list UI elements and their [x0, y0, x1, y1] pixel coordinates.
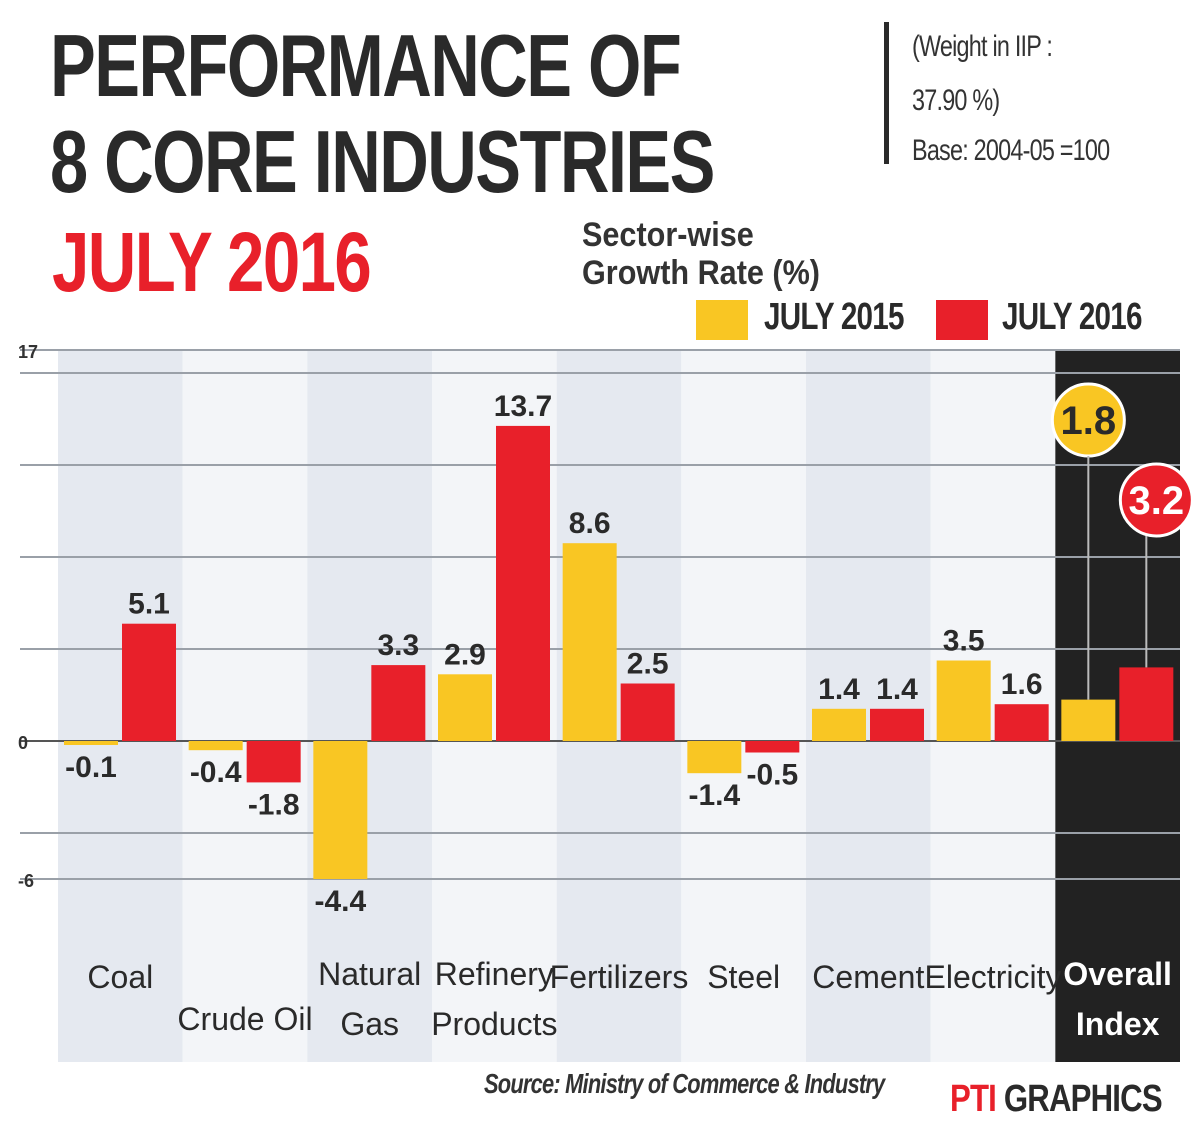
- data-label: 8.6: [569, 507, 611, 540]
- category-label: Gas: [340, 1006, 399, 1042]
- category-panel: [182, 350, 308, 1062]
- data-label: 5.1: [128, 588, 170, 621]
- category-label: Products: [431, 1006, 557, 1042]
- bar-july-2015: [1061, 699, 1116, 741]
- data-label: -4.4: [314, 885, 366, 918]
- unit-label-line2: Growth Rate (%): [582, 254, 821, 292]
- bar-july-2015: [313, 741, 368, 879]
- data-label: -0.5: [746, 759, 798, 792]
- data-label: 3.5: [943, 625, 985, 658]
- category-label: Refinery: [435, 956, 554, 992]
- category-label: Cement: [812, 959, 924, 995]
- bar-july-2016: [745, 741, 800, 753]
- legend-label-july-2016: JULY 2016: [1002, 296, 1142, 338]
- category-panel: [806, 350, 931, 1062]
- category-label: Coal: [87, 959, 153, 995]
- category-label: Fertilizers: [550, 959, 689, 995]
- data-label: -0.4: [190, 756, 242, 789]
- data-label: 1.6: [1001, 668, 1043, 701]
- data-label: -1.4: [688, 779, 740, 812]
- data-label: 3.2: [1129, 479, 1185, 523]
- overall-badge: [1118, 462, 1194, 538]
- weight-note-line2: 37.90 %): [912, 84, 1000, 117]
- bar-july-2015: [687, 741, 742, 774]
- data-label: 1.4: [818, 673, 860, 706]
- bar-july-2016: [246, 741, 301, 783]
- bar-july-2015: [562, 543, 617, 741]
- legend-label-july-2015: JULY 2015: [764, 296, 904, 338]
- category-label: Electricity: [925, 959, 1062, 995]
- credit-text: GRAPHICS: [1003, 1078, 1163, 1120]
- category-label: Overall: [1063, 956, 1172, 992]
- chart-title-line1: PERFORMANCE OF: [50, 16, 682, 115]
- category-label: Crude Oil: [177, 1001, 312, 1037]
- legend-swatch-july-2015: [696, 300, 748, 340]
- data-label: -0.1: [65, 751, 117, 784]
- bar-july-2016: [994, 704, 1049, 741]
- chart-subtitle: JULY 2016: [52, 215, 372, 309]
- bar-july-2016: [1119, 667, 1174, 741]
- bar-july-2016: [122, 623, 176, 741]
- chart-title-line2: 8 CORE INDUSTRIES: [50, 112, 715, 211]
- category-label: Index: [1076, 1006, 1160, 1042]
- y-tick-label: 0: [18, 733, 28, 753]
- weight-note-line1: (Weight in IIP :: [912, 30, 1053, 63]
- data-label: 1.4: [876, 673, 918, 706]
- y-tick-label: -6: [18, 871, 34, 891]
- data-label: 13.7: [494, 390, 552, 423]
- bar-july-2015: [812, 708, 866, 741]
- bar-july-2015: [438, 674, 492, 741]
- credit-brand: PTI: [950, 1078, 997, 1120]
- graphics-credit: PTI GRAPHICS: [950, 1078, 1163, 1121]
- bar-july-2016: [870, 708, 924, 741]
- data-label: 2.9: [444, 638, 486, 671]
- category-label: Natural: [318, 956, 421, 992]
- bar-july-2016: [496, 425, 550, 741]
- data-label: -1.8: [248, 788, 300, 821]
- category-label: Steel: [707, 959, 780, 995]
- data-label: 2.5: [627, 648, 669, 681]
- bar-july-2015: [936, 660, 991, 741]
- bar-july-2015: [188, 741, 243, 751]
- y-tick-label: 17: [18, 342, 38, 362]
- info-divider: [884, 22, 889, 164]
- legend-swatch-july-2016: [936, 300, 988, 340]
- unit-label-line1: Sector-wise: [582, 216, 754, 254]
- data-label: 3.3: [377, 629, 419, 662]
- bar-july-2016: [620, 683, 675, 741]
- base-note: Base: 2004-05 =100: [912, 134, 1110, 167]
- data-label: 1.8: [1061, 399, 1117, 443]
- bar-july-2015: [64, 741, 118, 745]
- bar-july-2016: [371, 665, 426, 741]
- category-panel: [681, 350, 806, 1062]
- source-note: Source: Ministry of Commerce & Industry: [484, 1068, 885, 1099]
